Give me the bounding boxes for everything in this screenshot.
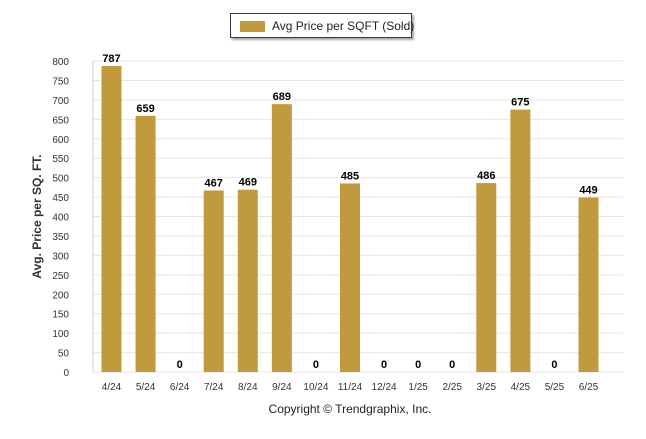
x-tick-label: 10/24 [303,382,328,393]
copyright-footer: Copyright © Trendgraphix, Inc. [268,402,432,416]
data-label: 0 [415,359,421,371]
x-tick-label: 5/24 [136,382,156,393]
data-label: 469 [239,177,257,189]
y-tick-label: 750 [52,76,69,87]
y-tick-label: 50 [58,349,70,360]
data-label: 486 [477,170,495,182]
data-label: 467 [205,177,223,189]
y-tick-label: 800 [52,57,69,68]
x-tick-label: 1/25 [408,382,428,393]
x-tick-label: 7/24 [204,382,224,393]
x-tick-label: 3/25 [477,382,497,393]
legend-label: Avg Price per SQFT (Sold) [272,19,415,33]
y-tick-label: 200 [52,290,69,301]
y-tick-label: 500 [52,174,69,185]
bar-4-24 [101,66,122,373]
y-tick-label: 550 [52,154,69,165]
data-label: 0 [177,359,183,371]
data-label: 0 [449,359,455,371]
legend-swatch [240,21,265,32]
data-label: 675 [511,97,529,109]
bar-9-24 [271,104,292,373]
bar-7-24 [203,190,224,372]
bar-3-25 [476,183,497,372]
x-tick-label: 4/25 [511,382,531,393]
bar-5-24 [135,115,156,372]
x-tick-label: 8/24 [238,382,258,393]
y-tick-label: 700 [52,96,69,107]
x-tick-label: 6/24 [170,382,190,393]
bar-8-24 [237,189,258,372]
y-tick-label: 600 [52,135,69,146]
data-label: 0 [381,359,387,371]
data-label: 485 [341,170,359,182]
x-tick-label: 5/25 [545,382,565,393]
y-tick-label: 400 [52,213,69,224]
data-label: 0 [313,359,319,371]
bar-4-25 [510,109,531,372]
x-tick-label: 6/25 [579,382,599,393]
x-tick-label: 4/24 [102,382,122,393]
y-tick-label: 150 [52,310,69,321]
y-axis-label: Avg. Price per SQ. FT. [30,154,44,278]
data-label: 659 [136,103,154,115]
data-label: 449 [579,184,597,196]
x-tick-label: 12/24 [372,382,397,393]
x-tick-label: 11/24 [338,382,363,393]
bar-11-24 [340,183,360,372]
x-tick-label: 9/24 [272,382,292,393]
legend: Avg Price per SQFT (Sold) [230,13,415,38]
y-tick-label: 0 [63,368,69,379]
data-label: 0 [551,359,557,371]
y-tick-label: 450 [52,193,69,204]
bar-6-25 [578,197,599,372]
y-tick-label: 300 [52,251,69,262]
x-tick-label: 2/25 [442,382,462,393]
y-tick-label: 350 [52,232,69,243]
y-tick-label: 650 [52,115,69,126]
y-tick-label: 100 [52,329,69,340]
data-label: 689 [273,91,291,103]
y-tick-label: 250 [52,271,69,282]
data-label: 787 [102,53,120,65]
